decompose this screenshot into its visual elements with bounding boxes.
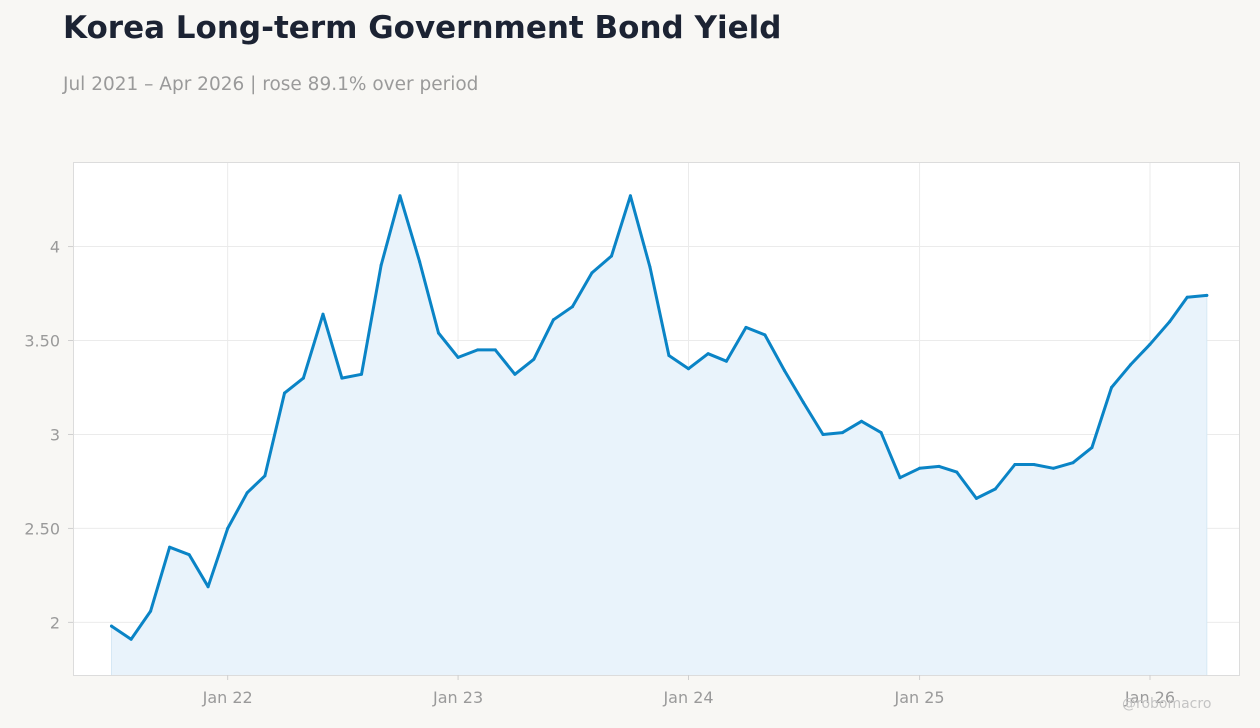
x-tick-label: Jan 22	[202, 688, 253, 707]
data-point	[551, 318, 555, 322]
data-point	[821, 433, 825, 436]
data-point	[841, 431, 844, 435]
data-point	[513, 372, 517, 376]
data-point	[918, 466, 922, 470]
data-point	[570, 305, 574, 309]
data-point	[610, 254, 613, 258]
x-tick-label: Jan 26	[1124, 688, 1175, 707]
data-point	[667, 354, 671, 357]
data-point	[206, 585, 210, 589]
data-point	[263, 474, 267, 478]
data-point	[360, 372, 363, 376]
x-tick-label: Jan 24	[662, 688, 713, 707]
watermark: @robomacro	[1122, 696, 1212, 712]
data-point	[168, 545, 172, 549]
data-point	[418, 260, 422, 264]
data-point	[1205, 293, 1209, 297]
data-point	[493, 348, 497, 352]
data-point	[398, 194, 402, 198]
data-point	[1090, 446, 1094, 450]
data-point	[724, 359, 728, 363]
data-point	[763, 333, 767, 337]
data-point	[993, 487, 997, 491]
data-point	[1051, 466, 1055, 470]
data-point	[687, 367, 690, 371]
data-point	[955, 470, 959, 474]
data-point	[340, 376, 344, 380]
tick-layer: 2 2.50 3 3.50 4 Jan 22 Jan 23 Jan 24 Jan 25 Jan 2…	[24, 238, 1175, 707]
data-point	[476, 348, 480, 352]
data-point	[1110, 386, 1113, 389]
data-point	[1168, 320, 1172, 324]
data-point	[1128, 363, 1132, 367]
data-point	[245, 491, 249, 495]
y-tick-label: 2.50	[24, 519, 60, 538]
data-point	[456, 355, 460, 359]
data-point	[898, 476, 902, 480]
data-point	[110, 624, 113, 628]
y-tick-label: 2	[50, 613, 60, 632]
chart-title: Korea Long-term Government Bond Yield	[63, 10, 782, 46]
data-point	[860, 419, 863, 423]
data-point	[879, 431, 883, 435]
data-point	[226, 526, 230, 530]
data-point	[744, 325, 748, 329]
data-point	[129, 637, 133, 641]
data-point	[283, 391, 286, 395]
data-point	[628, 194, 632, 198]
chart-subtitle: Jul 2021 – Apr 2026 | rose 89.1% over pe…	[63, 74, 479, 95]
data-point	[1148, 342, 1152, 346]
data-point	[187, 553, 191, 557]
data-point	[1185, 295, 1189, 299]
data-point	[937, 464, 941, 468]
y-tick-label: 3.50	[24, 332, 60, 351]
area-edges	[111, 295, 1208, 675]
y-tick-label: 4	[50, 238, 60, 257]
data-points	[110, 194, 1209, 641]
area-fill	[111, 195, 1207, 676]
data-point	[149, 609, 153, 613]
data-point	[301, 376, 305, 380]
data-point	[1071, 461, 1075, 465]
data-point	[1032, 463, 1036, 466]
data-point	[706, 352, 710, 356]
data-point	[321, 312, 325, 316]
data-point	[532, 357, 536, 361]
plot-frame	[73, 162, 1240, 676]
x-tick-label: Jan 25	[894, 688, 945, 707]
data-point	[1013, 463, 1017, 466]
series-line	[110, 194, 1209, 641]
data-point	[590, 271, 594, 275]
data-point	[801, 401, 805, 404]
data-point	[974, 496, 978, 500]
x-tick-label: Jan 23	[432, 688, 483, 707]
data-point	[783, 369, 786, 373]
data-point	[648, 265, 652, 269]
data-point	[379, 263, 383, 267]
data-point	[437, 331, 440, 335]
y-tick-label: 3	[50, 425, 60, 444]
